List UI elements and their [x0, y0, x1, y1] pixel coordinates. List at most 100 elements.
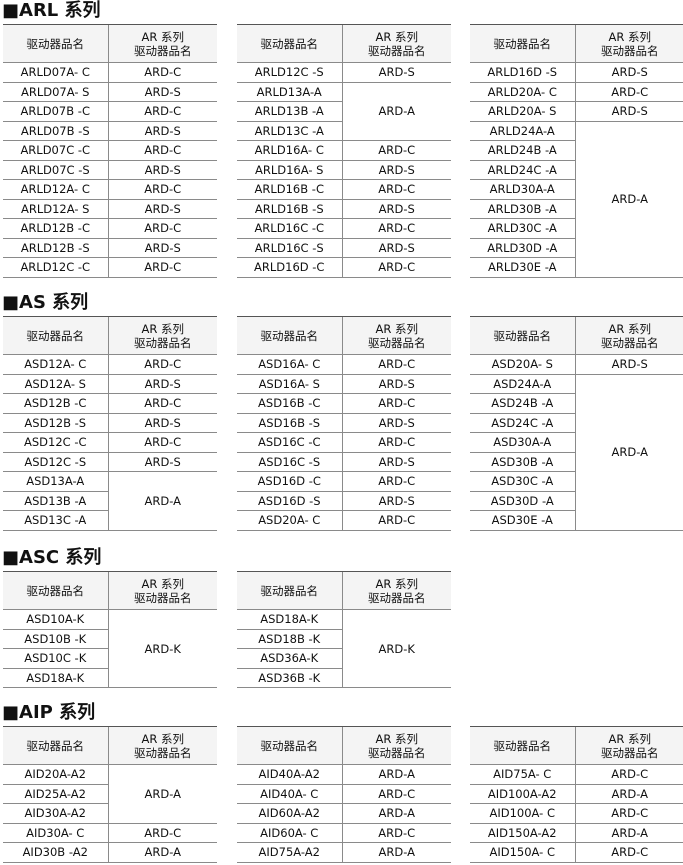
model-cell: ASD13B -A	[3, 491, 108, 511]
model-cell: ASD13A-A	[3, 471, 108, 492]
table-row: ASD24A-A ARD-A	[470, 374, 683, 531]
model-cell: AID40A- C	[237, 784, 342, 804]
spec-table: 驱动器品名 AR 系列 驱动器品名 ASD20A- S ARD-S ASD24A-A ARD…	[470, 316, 683, 531]
model-cell: AID30A-A2	[3, 803, 108, 824]
driver-cell: ARD-C	[107, 257, 217, 278]
model-cell: ARLD16B -S	[237, 199, 342, 219]
table-row: ASD10B -K	[3, 629, 217, 649]
model-cell: ASD10B -K	[3, 629, 108, 649]
spec-table: 驱动器品名 AR 系列 驱动器品名 ARLD07A- C ARD-C ARLD07A- S…	[3, 24, 217, 278]
model-cell: ARLD12B -C	[3, 218, 108, 239]
header-cell: 驱动器品名	[470, 316, 575, 355]
spec-table: 驱动器品名 AR 系列 驱动器品名 ASD12A- C ARD-C ASD12A- S AR…	[3, 316, 217, 531]
table-row: ARLD12B -C ARD-C	[3, 218, 217, 239]
spec-table: 驱动器品名 AR 系列 驱动器品名 ASD16A- C ARD-C ASD16A- S AR…	[237, 316, 451, 531]
table-row: ASD12A- S ARD-S	[3, 374, 217, 394]
table-row: AID75A-A2 ARD-A	[237, 842, 451, 863]
header-row: 驱动器品名 AR 系列 驱动器品名	[3, 726, 217, 765]
driver-cell: ARD-S	[341, 374, 451, 394]
model-cell: AID100A-A2	[470, 784, 575, 804]
table-row: AID30A-A2	[3, 803, 217, 824]
table-row: ASD16C -C ARD-C	[237, 432, 451, 453]
table-row: ARLD16C -S ARD-S	[237, 238, 451, 258]
model-cell: ASD24B -A	[470, 393, 575, 414]
table-row: ARLD16B -S ARD-S	[237, 199, 451, 219]
table-row: AID100A-A2 ARD-A	[470, 784, 683, 804]
table-row: AID150A- C ARD-C	[470, 842, 683, 863]
table-row: ARLD20A- C ARD-C	[470, 82, 683, 102]
model-cell: ARLD16B -C	[237, 179, 342, 200]
table-row: ASD12C -S ARD-S	[3, 452, 217, 472]
header-line: AR 系列	[375, 731, 418, 746]
table-row: AID60A- C ARD-C	[237, 823, 451, 843]
model-cell: ARLD16D -C	[237, 257, 342, 278]
model-cell: AID150A- C	[470, 842, 575, 863]
table-row: ARLD13B -A	[237, 101, 451, 122]
table-row: ASD10A-K ARD-K	[3, 609, 217, 688]
header-cell: 驱动器品名	[3, 316, 108, 355]
model-cell: ASD30D -A	[470, 491, 575, 511]
driver-cell: ARD-A	[574, 374, 683, 531]
driver-cell: ARD-C	[341, 257, 451, 278]
header-line: 驱动器品名	[368, 745, 426, 760]
model-cell: ASD12C -S	[3, 452, 108, 472]
model-cell: ARLD16A- C	[237, 140, 342, 161]
spec-table: 驱动器品名 AR 系列 驱动器品名 ARLD16D -S ARD-S ARLD20A- C…	[470, 24, 683, 278]
table-row: ASD18B -K	[237, 629, 451, 649]
model-cell: AID75A- C	[470, 764, 575, 785]
header-line: AR 系列	[375, 321, 418, 336]
header-row: 驱动器品名 AR 系列 驱动器品名	[470, 726, 683, 765]
spec-table: 驱动器品名 AR 系列 驱动器品名 ASD18A-K ARD-K ASD18B -K ASD…	[237, 571, 451, 688]
model-cell: AID25A-A2	[3, 784, 108, 804]
header-cell: AR 系列 驱动器品名	[341, 24, 451, 63]
driver-cell: ARD-S	[341, 491, 451, 511]
table-row: ASD30B -A	[470, 452, 683, 472]
header-cell: AR 系列 驱动器品名	[107, 316, 217, 355]
table-row: AID60A-A2 ARD-A	[237, 803, 451, 824]
driver-cell: ARD-C	[107, 179, 217, 200]
table-row: ASD20A- C ARD-C	[237, 510, 451, 531]
driver-cell: ARD-S	[107, 82, 217, 102]
header-line: AR 系列	[141, 321, 184, 336]
table-row: ARLD30D -A	[470, 238, 683, 258]
model-cell: ARLD12A- S	[3, 199, 108, 219]
header-row: 驱动器品名 AR 系列 驱动器品名	[3, 24, 217, 63]
table-row: ASD12B -S ARD-S	[3, 413, 217, 433]
model-cell: ASD18A-K	[237, 609, 342, 630]
model-cell: ASD30C -A	[470, 471, 575, 492]
driver-cell: ARD-S	[341, 238, 451, 258]
model-cell: ARLD16C -S	[237, 238, 342, 258]
header-cell: AR 系列 驱动器品名	[341, 726, 451, 765]
header-row: 驱动器品名 AR 系列 驱动器品名	[470, 24, 683, 63]
table-row: ARLD13C -A	[237, 121, 451, 141]
driver-cell: ARD-C	[341, 510, 451, 531]
header-line: 驱动器品名	[368, 43, 426, 58]
table-row: ASD12C -C ARD-C	[3, 432, 217, 453]
table-row: ASD13C -A	[3, 510, 217, 531]
header-line: AR 系列	[375, 576, 418, 591]
table-row: ARLD07B -C ARD-C	[3, 101, 217, 122]
table-row: ARLD16A- C ARD-C	[237, 140, 451, 161]
model-cell: ASD24A-A	[470, 374, 575, 394]
model-cell: ASD10A-K	[3, 609, 108, 630]
header-line: 驱动器品名	[368, 590, 426, 605]
table-row: ARLD24A-A ARD-A	[470, 121, 683, 278]
table-row: AID25A-A2	[3, 784, 217, 804]
model-cell: ARLD12B -S	[3, 238, 108, 258]
table-row: ARLD13A-A ARD-A	[237, 82, 451, 141]
driver-cell: ARD-C	[107, 432, 217, 453]
model-cell: ASD12B -C	[3, 393, 108, 414]
driver-cell: ARD-S	[107, 160, 217, 180]
header-cell: 驱动器品名	[237, 726, 342, 765]
driver-cell: ARD-S	[341, 62, 451, 83]
header-cell: 驱动器品名	[470, 24, 575, 63]
header-line: 驱动器品名	[601, 43, 659, 58]
driver-cell: ARD-C	[341, 140, 451, 161]
section-title: ■ASC 系列	[2, 547, 102, 568]
model-cell: ARLD07A- C	[3, 62, 108, 83]
header-line: 驱动器品名	[601, 745, 659, 760]
driver-cell: ARD-S	[107, 121, 217, 141]
table-row: ARLD07A- S ARD-S	[3, 82, 217, 102]
header-cell: AR 系列 驱动器品名	[341, 571, 451, 610]
table-row: ARLD30A-A	[470, 179, 683, 200]
